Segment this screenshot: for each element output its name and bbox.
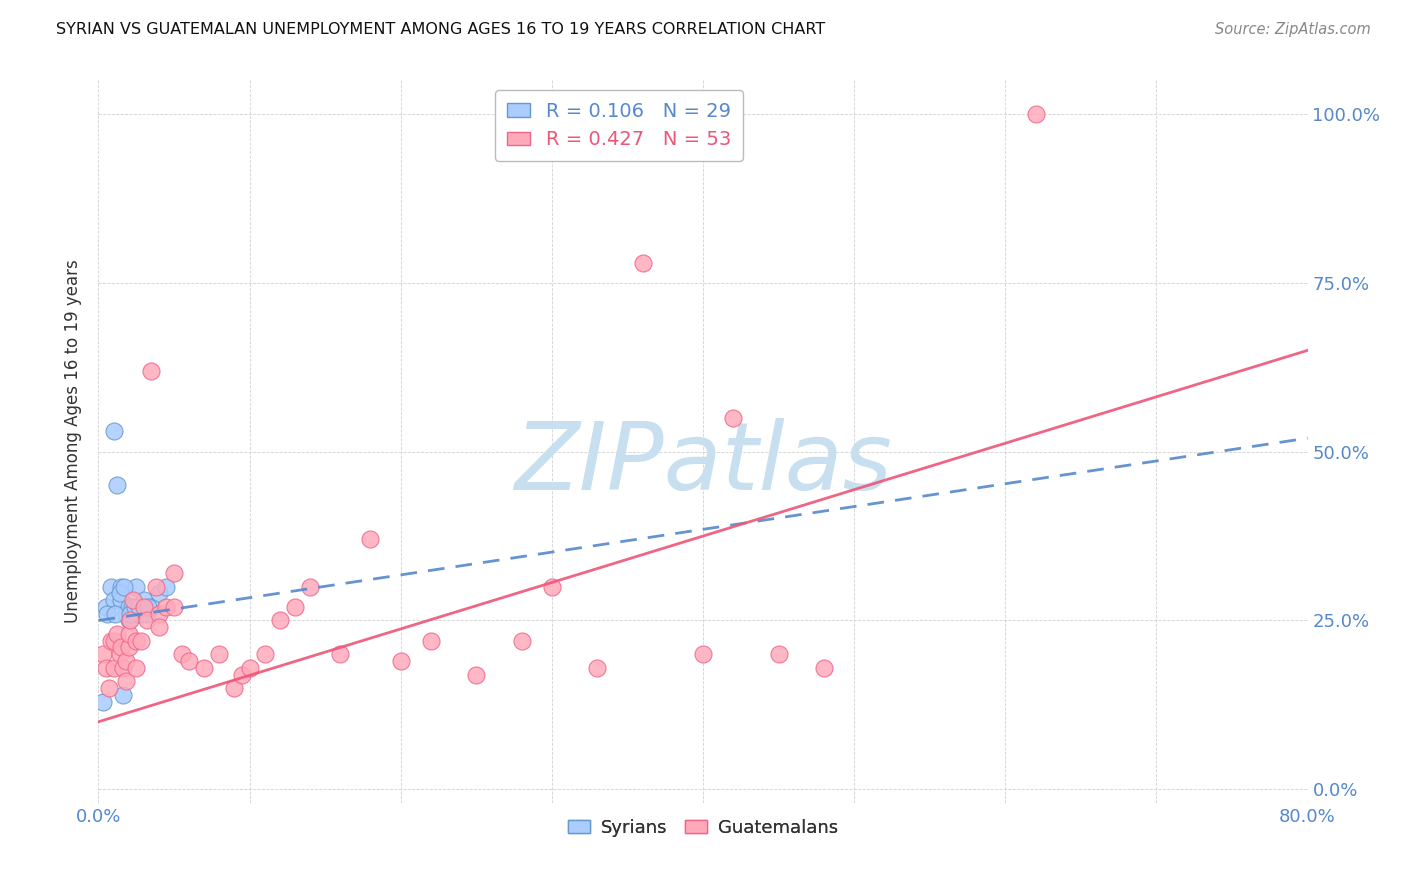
- Point: [813, 661, 835, 675]
- Point: [148, 607, 170, 621]
- Point: [420, 633, 443, 648]
- Point: [540, 580, 562, 594]
- Point: [98, 681, 121, 695]
- Point: [136, 599, 159, 614]
- Point: [121, 599, 143, 614]
- Point: [111, 688, 134, 702]
- Text: ZIPatlas: ZIPatlas: [515, 417, 891, 508]
- Point: [135, 607, 157, 621]
- Point: [108, 647, 131, 661]
- Point: [284, 599, 307, 614]
- Point: [631, 255, 654, 269]
- Point: [118, 614, 141, 628]
- Point: [163, 566, 186, 581]
- Point: [114, 654, 136, 668]
- Point: [170, 647, 193, 661]
- Point: [120, 607, 142, 621]
- Point: [148, 620, 170, 634]
- Point: [103, 633, 125, 648]
- Point: [148, 586, 170, 600]
- Point: [179, 654, 201, 668]
- Point: [105, 627, 128, 641]
- Point: [110, 580, 132, 594]
- Point: [103, 661, 125, 675]
- Point: [108, 586, 131, 600]
- Point: [118, 627, 141, 641]
- Point: [105, 478, 128, 492]
- Point: [155, 580, 177, 594]
- Point: [111, 661, 134, 675]
- Point: [132, 599, 155, 614]
- Point: [125, 633, 148, 648]
- Point: [193, 661, 215, 675]
- Point: [239, 661, 262, 675]
- Point: [510, 633, 533, 648]
- Y-axis label: Unemployment Among Ages 16 to 19 years: Unemployment Among Ages 16 to 19 years: [65, 260, 83, 624]
- Point: [253, 647, 276, 661]
- Point: [120, 614, 142, 628]
- Point: [208, 647, 231, 661]
- Point: [114, 607, 136, 621]
- Point: [112, 580, 135, 594]
- Point: [389, 654, 412, 668]
- Point: [104, 607, 127, 621]
- Point: [329, 647, 352, 661]
- Point: [100, 580, 122, 594]
- Point: [135, 614, 157, 628]
- Point: [124, 599, 146, 614]
- Point: [231, 667, 253, 681]
- Point: [768, 647, 790, 661]
- Point: [129, 633, 152, 648]
- Point: [269, 614, 291, 628]
- Point: [91, 647, 114, 661]
- Point: [110, 593, 132, 607]
- Point: [360, 533, 382, 547]
- Point: [94, 599, 117, 614]
- Point: [100, 633, 122, 648]
- Point: [114, 674, 136, 689]
- Point: [91, 694, 114, 708]
- Point: [122, 593, 145, 607]
- Point: [118, 599, 141, 614]
- Point: [692, 647, 714, 661]
- Point: [141, 364, 163, 378]
- Point: [118, 640, 141, 655]
- Point: [125, 661, 148, 675]
- Point: [299, 580, 322, 594]
- Point: [110, 640, 132, 655]
- Point: [465, 667, 488, 681]
- Point: [103, 425, 125, 439]
- Point: [103, 593, 125, 607]
- Point: [128, 599, 150, 614]
- Point: [96, 607, 118, 621]
- Legend: Syrians, Guatemalans: Syrians, Guatemalans: [561, 812, 845, 845]
- Text: SYRIAN VS GUATEMALAN UNEMPLOYMENT AMONG AGES 16 TO 19 YEARS CORRELATION CHART: SYRIAN VS GUATEMALAN UNEMPLOYMENT AMONG …: [56, 22, 825, 37]
- Point: [132, 593, 155, 607]
- Point: [155, 599, 177, 614]
- Point: [129, 607, 152, 621]
- Point: [586, 661, 609, 675]
- Point: [125, 607, 148, 621]
- Point: [145, 580, 167, 594]
- Point: [94, 661, 117, 675]
- Point: [163, 599, 186, 614]
- Point: [224, 681, 246, 695]
- Point: [1024, 107, 1046, 121]
- Point: [125, 580, 148, 594]
- Point: [141, 599, 163, 614]
- Text: Source: ZipAtlas.com: Source: ZipAtlas.com: [1215, 22, 1371, 37]
- Point: [723, 411, 745, 425]
